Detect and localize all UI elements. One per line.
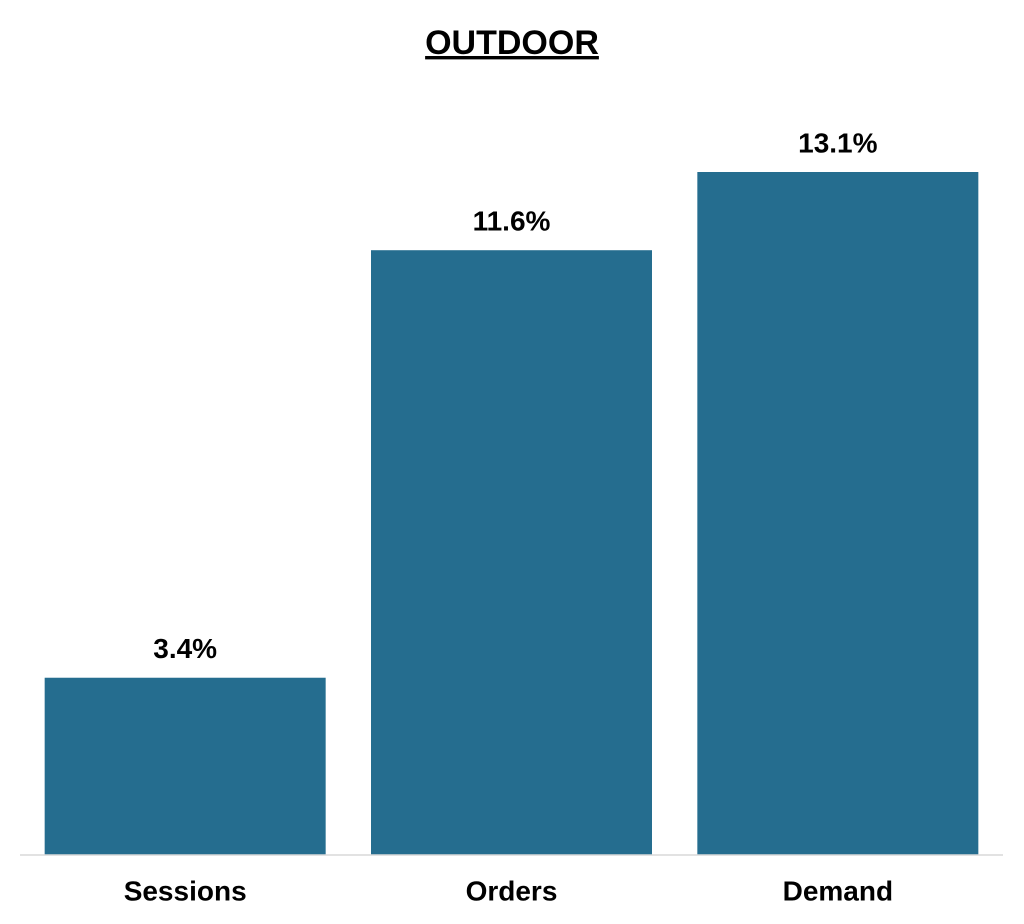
bar [44, 677, 326, 855]
x-tick-label: Demand [783, 875, 893, 906]
bar [371, 250, 652, 855]
chart-title: OUTDOOR [425, 24, 599, 62]
data-label: 11.6% [473, 206, 551, 237]
data-label: 13.1% [798, 127, 877, 158]
data-label: 3.4% [153, 633, 217, 664]
x-tick-label: Orders [466, 875, 558, 906]
x-tick-label: Sessions [124, 875, 247, 906]
bar [697, 172, 979, 855]
